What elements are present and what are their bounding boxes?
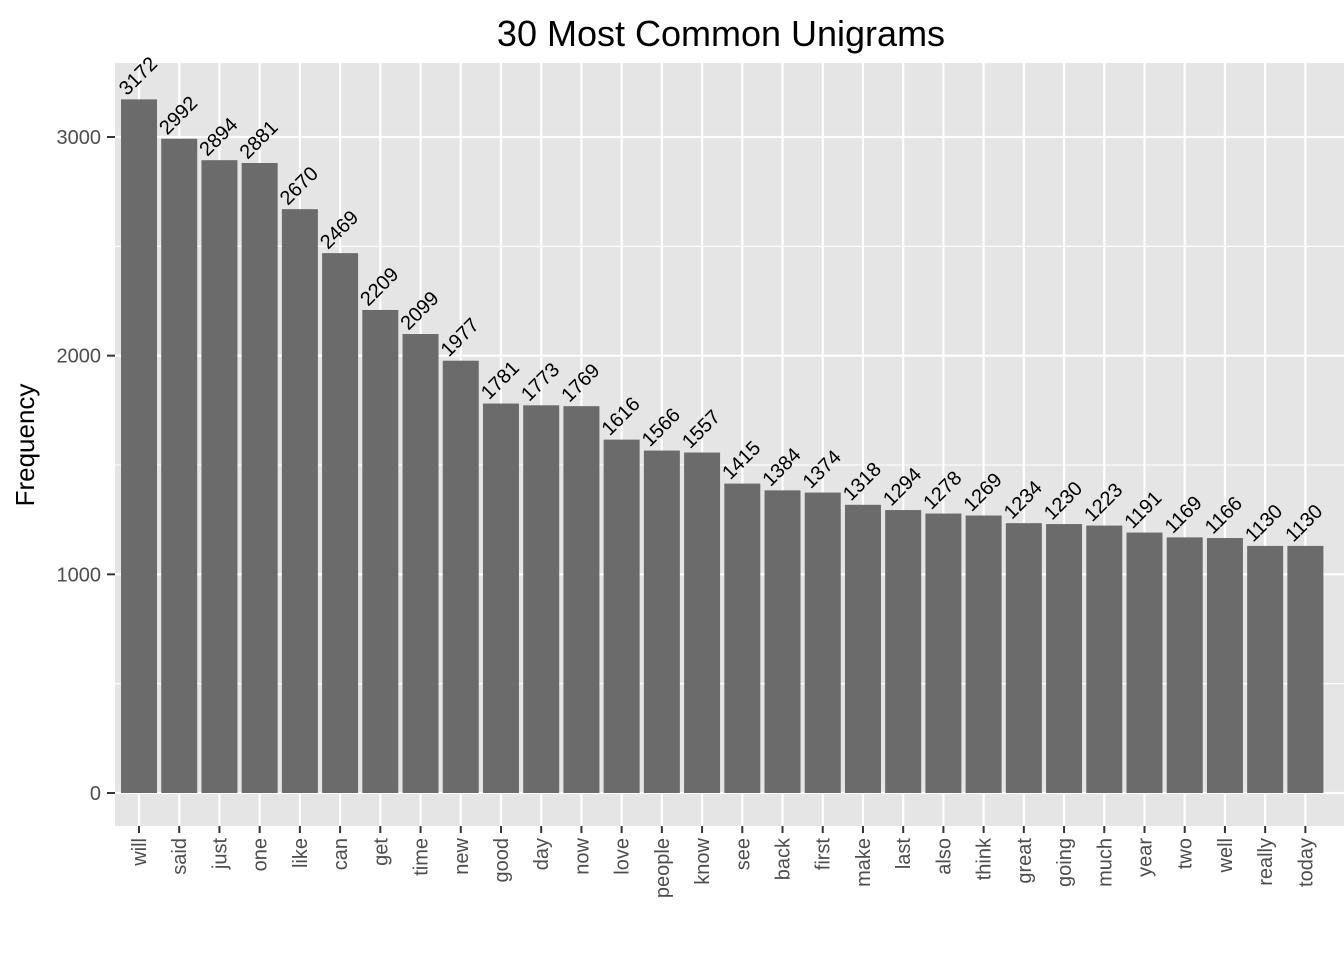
bar-first [804,492,841,793]
bar-can [322,253,359,793]
bar-will [121,99,157,793]
x-tick-label: people [652,838,674,898]
x-tick-label: time [411,838,433,876]
bar-year [1126,532,1163,793]
bar-just [201,160,238,794]
x-tick-label: get [370,838,392,866]
y-axis-title: Frequency [10,384,40,507]
chart-title: 30 Most Common Unigrams [497,13,945,54]
bar-also [925,513,962,793]
x-tick-label: make [853,838,875,887]
x-axis: will said just one like can get time new good day n… [129,826,1317,898]
x-tick-label: can [330,838,352,870]
bar-now [563,406,600,793]
x-tick-label: know [692,837,714,884]
x-tick-label: back [773,837,795,880]
x-tick-label: will [129,838,151,867]
x-tick-label: last [893,838,915,870]
bar-today [1287,545,1324,793]
x-tick-label: really [1255,838,1277,886]
bar-said [161,138,198,793]
x-tick-label: just [209,838,231,871]
x-tick-label: first [813,838,835,871]
bar-going [1046,524,1083,793]
bar-new [442,360,479,793]
y-tick-label: 2000 [57,346,102,368]
x-tick-label: said [169,838,191,875]
bar-people [643,450,680,793]
bar-well [1206,538,1243,793]
bar-great [1005,523,1042,793]
x-tick-label: well [1215,838,1237,873]
x-tick-label: great [1014,838,1036,884]
x-tick-label: see [732,838,754,870]
bar-back [764,490,801,793]
y-tick-label: 0 [90,783,101,805]
bar-good [482,403,519,793]
y-axis: 0 1000 2000 3000 [57,127,115,805]
x-tick-label: also [933,838,955,875]
bar-much [1086,525,1123,793]
x-tick-label: new [451,837,473,874]
x-tick-label: going [1054,838,1076,887]
x-tick-label: love [612,838,634,875]
bars [121,99,1324,794]
bar-time [402,334,439,793]
bar-see [724,483,761,793]
bar-like [281,209,318,793]
bar-really [1247,545,1284,793]
bar-know [684,452,721,793]
x-tick-label: now [571,837,593,874]
bar-think [965,515,1002,793]
bar-get [362,309,399,793]
y-tick-label: 3000 [57,127,102,149]
bar-one [241,163,278,793]
x-tick-label: like [290,838,312,868]
y-tick-label: 1000 [57,564,102,586]
x-tick-label: today [1295,838,1317,887]
bar-make [844,504,881,793]
bar-day [523,405,560,793]
x-tick-label: two [1175,838,1197,869]
x-tick-label: day [531,838,553,870]
bar-two [1166,537,1203,793]
x-tick-label: one [250,838,272,871]
bar-last [885,510,922,793]
x-tick-label: much [1094,838,1116,887]
x-tick-label: year [1135,838,1157,877]
x-tick-label: good [491,838,513,883]
bar-love [603,439,640,793]
x-tick-label: think [974,837,996,880]
